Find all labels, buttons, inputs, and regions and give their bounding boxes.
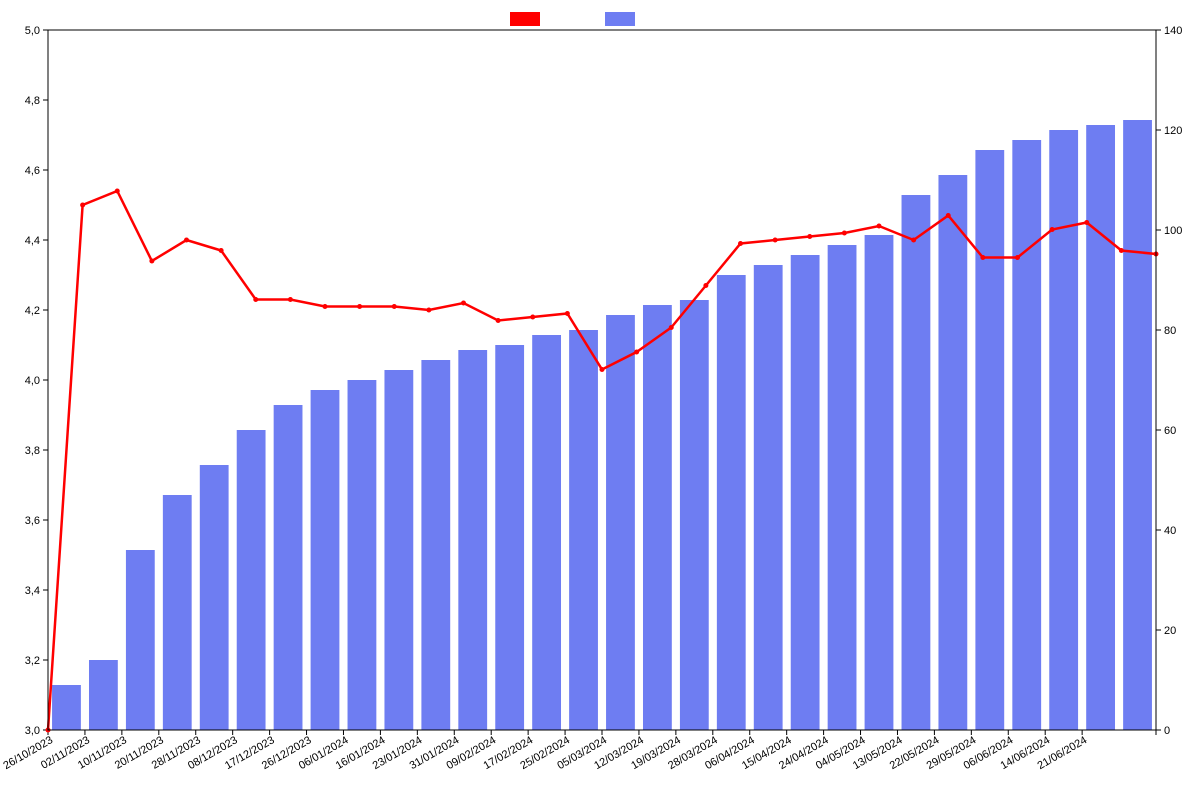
line-marker [842,231,847,236]
bar [163,495,192,730]
svg-text:80: 80 [1164,325,1176,337]
legend-swatch-bar [605,12,635,26]
chart-container: 3,0 3,2 3,4 3,6 3,8 4,0 4,2 4,4 4,6 4,8 5,0 0 20 40 60… [0,0,1200,800]
svg-text:4,4: 4,4 [25,235,40,247]
line-marker [149,259,154,264]
bar [1049,130,1078,730]
line-marker [634,350,639,355]
bar [938,175,967,730]
line-marker [980,255,985,260]
bar [569,330,598,730]
svg-text:3,0: 3,0 [25,725,40,737]
legend-swatch-line [510,12,540,26]
bar [126,550,155,730]
line-marker [565,311,570,316]
bar [495,345,524,730]
line-marker [496,318,501,323]
line-marker [288,297,293,302]
bar [89,660,118,730]
bar [348,380,377,730]
bar [754,265,783,730]
svg-text:3,4: 3,4 [25,585,40,597]
svg-text:100: 100 [1164,225,1182,237]
line-marker [1015,255,1020,260]
svg-text:140: 140 [1164,25,1182,37]
bar [237,430,266,730]
bar [828,245,857,730]
svg-text:0: 0 [1164,725,1170,737]
bar [791,255,820,730]
svg-text:3,2: 3,2 [25,655,40,667]
bar [458,350,487,730]
line-marker [703,283,708,288]
bar [717,275,746,730]
line-marker [184,238,189,243]
line-marker [946,213,951,218]
line-marker [461,301,466,306]
bar [680,300,709,730]
line-marker [911,238,916,243]
line-marker [1119,248,1124,253]
bar [606,315,635,730]
bar [643,305,672,730]
line-marker [669,325,674,330]
line-marker [807,234,812,239]
line-marker [426,308,431,313]
line-marker [219,248,224,253]
svg-text:120: 120 [1164,125,1182,137]
line-marker [600,367,605,372]
svg-text:4,0: 4,0 [25,375,40,387]
line-marker [392,304,397,309]
bar [200,465,229,730]
line-marker [1050,227,1055,232]
combo-chart: 3,0 3,2 3,4 3,6 3,8 4,0 4,2 4,4 4,6 4,8 5,0 0 20 40 60… [0,0,1200,800]
line-marker [357,304,362,309]
svg-text:60: 60 [1164,425,1176,437]
line-marker [877,224,882,229]
line-marker [323,304,328,309]
bar [1123,120,1152,730]
bar [975,150,1004,730]
bar [384,370,413,730]
line-marker [530,315,535,320]
bar [1086,125,1115,730]
bar [274,405,303,730]
line-marker [773,238,778,243]
bar [902,195,931,730]
svg-text:3,8: 3,8 [25,445,40,457]
line-marker [80,203,85,208]
bar [52,685,81,730]
bar [1012,140,1041,730]
bar [532,335,561,730]
line-marker [738,241,743,246]
svg-text:20: 20 [1164,625,1176,637]
svg-text:4,2: 4,2 [25,305,40,317]
bar [311,390,340,730]
svg-text:5,0: 5,0 [25,25,40,37]
svg-text:3,6: 3,6 [25,515,40,527]
svg-text:40: 40 [1164,525,1176,537]
line-marker [253,297,258,302]
bar [865,235,894,730]
line-marker [115,189,120,194]
line-marker [1084,220,1089,225]
svg-text:4,6: 4,6 [25,165,40,177]
bar [421,360,450,730]
svg-text:4,8: 4,8 [25,95,40,107]
